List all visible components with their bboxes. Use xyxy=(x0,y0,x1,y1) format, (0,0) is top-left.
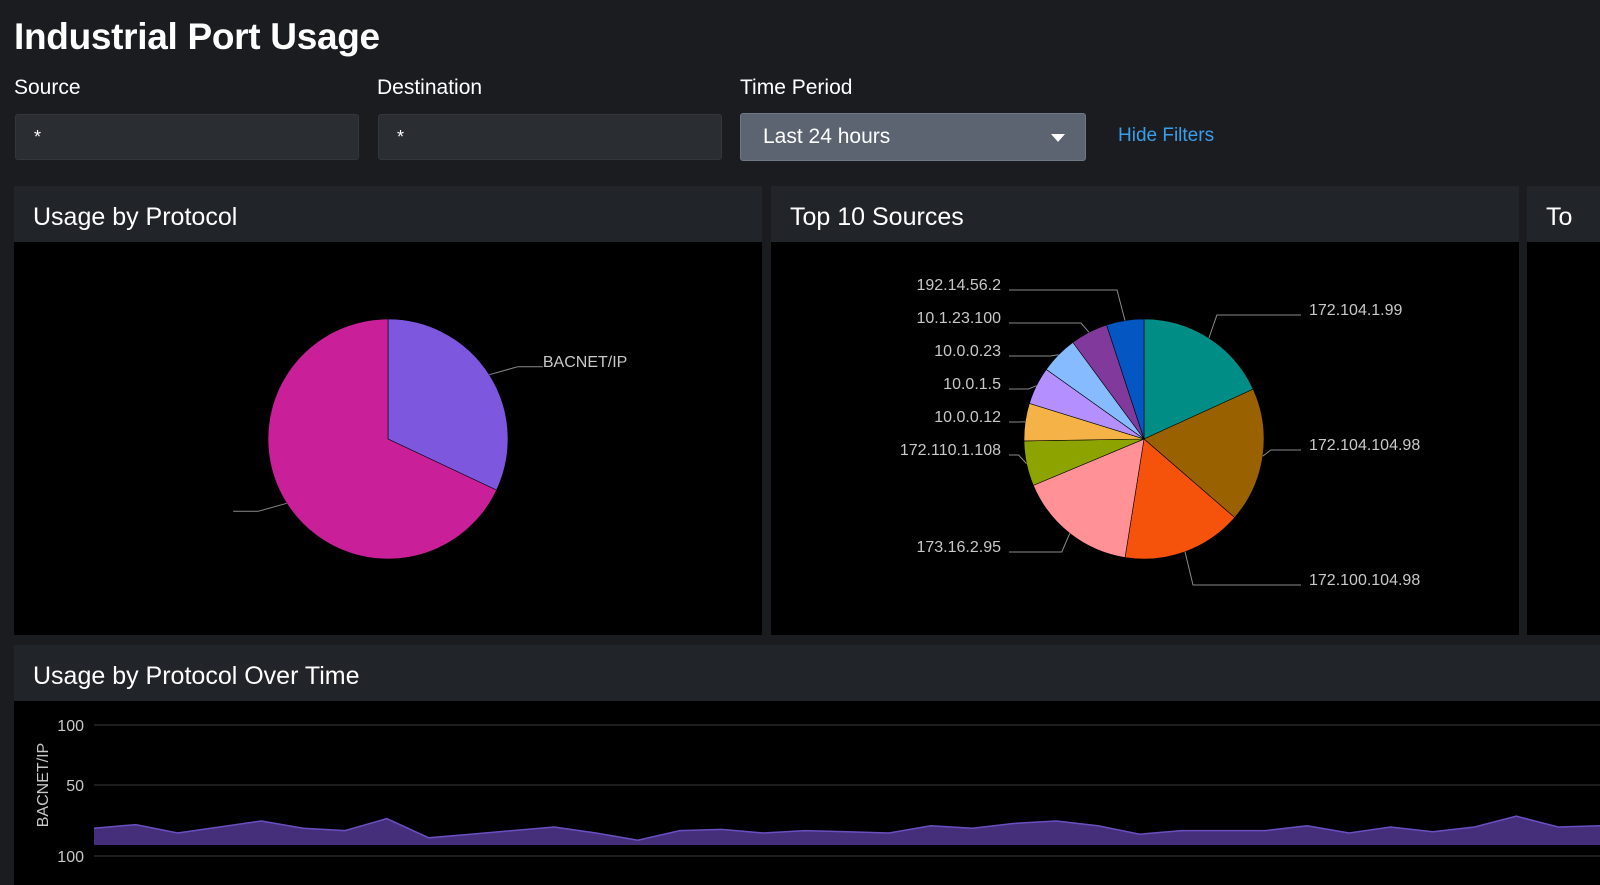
pie-slice-172-104-1-99 xyxy=(1143,318,1254,440)
pie-slice-modbus xyxy=(267,318,497,560)
slice-label-172-104-104-98: 172.104.104.98 xyxy=(1309,437,1420,454)
third-panel: To xyxy=(1527,186,1600,635)
area-series-bacnet-ip xyxy=(94,816,1600,845)
usage-by-protocol-chart: BACNET/IPMODBUS xyxy=(233,318,627,560)
leader-line-10-0-1-5 xyxy=(1009,385,1037,390)
slice-label-172-104-1-99: 172.104.1.99 xyxy=(1309,302,1403,319)
y-axis-label-bacnet-ip: BACNET/IP xyxy=(35,743,52,827)
time-period-label: Time Period xyxy=(740,76,853,99)
source-label: Source xyxy=(14,76,81,99)
slice-label-10-0-0-12: 10.0.0.12 xyxy=(934,409,1001,426)
leader-line-modbus xyxy=(233,502,287,512)
pie-slice-172-100-104-98 xyxy=(1124,438,1236,560)
leader-line-172-110-1-108 xyxy=(1009,454,1027,464)
time-period-dropdown[interactable]: Last 24 hours xyxy=(740,113,1086,161)
leader-line-172-104-104-98 xyxy=(1262,449,1301,457)
destination-label: Destination xyxy=(377,76,483,99)
slice-label-bacnet-ip: BACNET/IP xyxy=(543,354,627,371)
slice-label-10-1-23-100: 10.1.23.100 xyxy=(916,310,1001,327)
time-period-value: Last 24 hours xyxy=(763,125,891,148)
slice-label-10-0-0-23: 10.0.0.23 xyxy=(934,343,1001,360)
pie-slice-172-104-104-98 xyxy=(1143,388,1265,519)
slice-label-192-14-56-2: 192.14.56.2 xyxy=(916,277,1001,294)
leader-line-192-14-56-2 xyxy=(1009,289,1126,321)
slice-label-10-0-1-5: 10.0.1.5 xyxy=(943,376,1001,393)
pie-slice-bacnet-ip xyxy=(387,318,509,491)
y-tick-label-next-100: 100 xyxy=(57,849,84,866)
destination-input[interactable]: * xyxy=(378,114,722,160)
top-sources-chart: 172.104.1.99 172.104.104.98 172.100.104.98… xyxy=(900,277,1420,589)
usage-over-time-panel: Usage by Protocol Over Time 100 50 100 BACN… xyxy=(14,645,1600,885)
slice-label-173-16-2-95: 173.16.2.95 xyxy=(916,539,1001,556)
source-input[interactable]: * xyxy=(15,114,359,160)
usage-over-time-title: Usage by Protocol Over Time xyxy=(14,645,1600,701)
leader-line-10-0-0-23 xyxy=(1009,354,1059,357)
caret-down-icon xyxy=(1051,134,1065,142)
y-tick-label-50: 50 xyxy=(66,778,84,795)
usage-by-protocol-panel: Usage by Protocol BACNET/IPMODBUS xyxy=(14,186,762,635)
usage-by-protocol-title: Usage by Protocol xyxy=(14,186,762,242)
page-title: Industrial Port Usage xyxy=(14,16,380,57)
leader-line-172-104-1-99 xyxy=(1208,314,1301,339)
pie-slice-192-14-56-2 xyxy=(1106,318,1145,440)
leader-line-173-16-2-95 xyxy=(1009,533,1071,553)
usage-over-time-chart: 100 50 100 BACNET/IP xyxy=(35,718,1600,866)
area-series-line-bacnet-ip xyxy=(93,815,1600,841)
top-sources-panel: Top 10 Sources 172.104.1.99 172.104.104.9… xyxy=(771,186,1519,635)
leader-line-172-100-104-98 xyxy=(1184,551,1301,586)
y-tick-label-100: 100 xyxy=(57,718,84,735)
top-sources-title: Top 10 Sources xyxy=(771,186,1519,242)
third-panel-title: To xyxy=(1527,186,1600,242)
slice-label-172-100-104-98: 172.100.104.98 xyxy=(1309,572,1420,589)
hide-filters-link[interactable]: Hide Filters xyxy=(1118,125,1215,146)
slice-label-172-110-1-108: 172.110.1.108 xyxy=(900,442,1001,459)
leader-line-10-1-23-100 xyxy=(1009,322,1090,333)
leader-line-bacnet-ip xyxy=(489,366,543,376)
